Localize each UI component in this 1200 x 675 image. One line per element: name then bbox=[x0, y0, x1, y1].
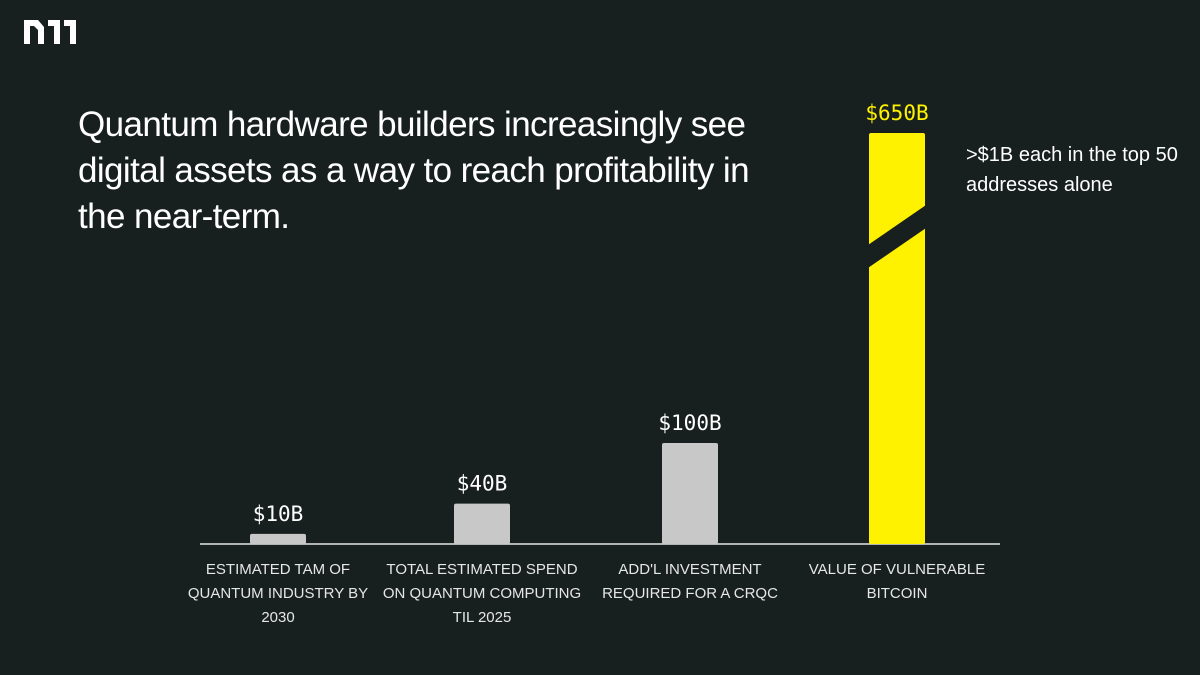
bar-value-label: $100B bbox=[658, 411, 721, 435]
bar-value-label: $650B bbox=[865, 101, 928, 125]
category-label: ADD'L INVESTMENT REQUIRED FOR A CRQC bbox=[602, 561, 778, 602]
bar-value-label: $40B bbox=[457, 472, 508, 496]
bar-3 bbox=[869, 133, 925, 544]
bar-value-label: $10B bbox=[253, 502, 304, 526]
category-label: TOTAL ESTIMATED SPEND ON QUANTUM COMPUTI… bbox=[382, 561, 582, 626]
bitcoin-annotation: >$1B each in the top 50 addresses alone bbox=[966, 144, 1178, 196]
bar-1 bbox=[454, 503, 510, 544]
page-title: Quantum hardware builders increasingly s… bbox=[78, 105, 750, 236]
category-label: VALUE OF VULNERABLE BITCOIN bbox=[808, 561, 986, 602]
bar-0 bbox=[250, 533, 306, 544]
n11-logo bbox=[24, 20, 76, 44]
category-label: ESTIMATED TAM OF QUANTUM INDUSTRY BY 203… bbox=[187, 561, 369, 626]
bar-2 bbox=[662, 443, 718, 544]
axis-break-mark bbox=[865, 203, 929, 270]
